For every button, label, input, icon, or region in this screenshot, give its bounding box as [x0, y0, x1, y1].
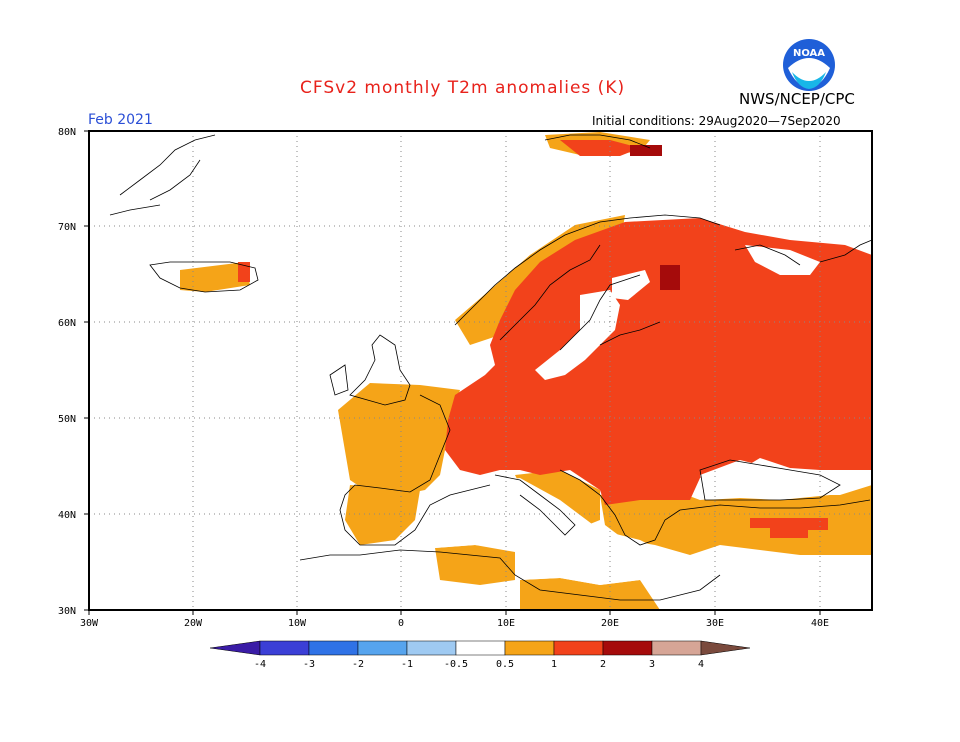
- anomaly-hole-mediterranean: [435, 478, 745, 610]
- anomaly-orange-iberia: [345, 485, 420, 545]
- map-frame: [88, 130, 873, 611]
- lon-tick-label: 10W: [288, 618, 307, 629]
- colorbar-swatch: [504, 640, 555, 656]
- lat-ticks: 80N 70N 60N 50N 40N 30N: [58, 127, 89, 617]
- forecast-month: Feb 2021: [88, 112, 153, 128]
- lon-ticks: 30W 20W 10W 0 10E 20E 30E 40E: [80, 610, 829, 629]
- coast-europe-west: [339, 394, 491, 546]
- anomaly-red-europe: [445, 218, 872, 505]
- agency-label: NWS/NCEP/CPC: [739, 90, 855, 108]
- colorbar-label: 2: [600, 659, 606, 670]
- coast-turkey: [679, 499, 871, 511]
- colorbar-swatch: [209, 640, 261, 656]
- colorbar: -4 -3 -2 -1 -0.5 0.5 1 2 3 4: [209, 640, 751, 670]
- coast-uk-ireland: [329, 334, 411, 406]
- lat-tick-label: 70N: [58, 222, 76, 233]
- lon-tick-label: 0: [398, 618, 404, 629]
- colorbar-swatch: [406, 640, 457, 656]
- anomaly-red-svalbard: [560, 140, 640, 156]
- coast-italy: [494, 474, 576, 536]
- noaa-logo: NOAA: [782, 38, 836, 92]
- svg-text:NOAA: NOAA: [793, 48, 825, 59]
- coast-greenland: [109, 134, 216, 216]
- anomaly-fills: [180, 132, 872, 610]
- coast-north-africa: [299, 549, 721, 601]
- colorbar-label: 4: [698, 659, 704, 670]
- coastlines: [109, 134, 873, 601]
- lat-tick-label: 60N: [58, 318, 76, 329]
- anomaly-hole-russia-north: [745, 245, 820, 275]
- coast-black-sea: [699, 459, 841, 501]
- coast-white-sea: [734, 239, 873, 266]
- colorbar-label: -3: [303, 659, 315, 670]
- coast-baltic: [559, 274, 661, 351]
- coast-iceland: [149, 261, 259, 293]
- anomaly-orange-libya: [520, 578, 660, 610]
- anomaly-darkred-svalbard: [630, 145, 662, 156]
- colorbar-swatch: [259, 640, 310, 656]
- anomaly-red-turkey: [750, 518, 828, 538]
- lat-tick-label: 80N: [58, 127, 76, 138]
- initial-conditions: Initial conditions: 29Aug2020—7Sep2020: [592, 114, 841, 128]
- colorbar-swatch: [602, 640, 653, 656]
- coast-balkans-greece: [559, 469, 681, 546]
- colorbar-swatch: [455, 640, 506, 656]
- anomaly-hole-baltic: [535, 290, 620, 380]
- colorbar-swatch: [357, 640, 408, 656]
- anomaly-orange-iceland: [180, 262, 250, 292]
- lon-tick-label: 30W: [80, 618, 99, 629]
- anomaly-hole-black-sea: [700, 460, 850, 500]
- coast-arctic-islands: [544, 134, 651, 149]
- lon-tick-label: 10E: [497, 618, 515, 629]
- anomaly-hole-finland-gulf: [612, 270, 650, 300]
- anomaly-darkred-finland: [660, 265, 680, 290]
- colorbar-swatch: [553, 640, 604, 656]
- lon-tick-label: 30E: [706, 618, 724, 629]
- map-title: CFSv2 monthly T2m anomalies (K): [300, 78, 626, 98]
- anomaly-orange-north-africa: [435, 545, 515, 585]
- graticule: [89, 131, 872, 610]
- lat-tick-label: 40N: [58, 510, 76, 521]
- colorbar-label: 0.5: [496, 659, 514, 670]
- colorbar-label: 3: [649, 659, 655, 670]
- lat-tick-label: 50N: [58, 414, 76, 425]
- colorbar-swatch: [651, 640, 702, 656]
- anomaly-orange-western-europe: [338, 383, 460, 495]
- anomaly-red-iceland: [238, 262, 250, 282]
- coast-scandinavia: [454, 214, 721, 341]
- colorbar-label: -1: [401, 659, 413, 670]
- colorbar-swatch: [308, 640, 359, 656]
- colorbar-swatch: [700, 640, 751, 656]
- colorbar-label: 1: [551, 659, 557, 670]
- lon-tick-label: 20W: [184, 618, 203, 629]
- colorbar-label: -2: [352, 659, 364, 670]
- lon-tick-label: 40E: [811, 618, 829, 629]
- colorbar-label: -0.5: [444, 659, 468, 670]
- lat-tick-label: 30N: [58, 606, 76, 617]
- lon-tick-label: 20E: [601, 618, 619, 629]
- colorbar-label: -4: [254, 659, 266, 670]
